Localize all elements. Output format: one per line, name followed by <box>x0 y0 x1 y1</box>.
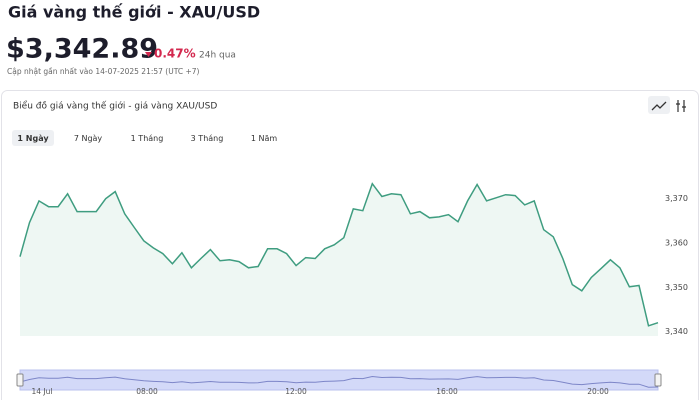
page-title: Giá vàng thế giới - XAU/USD <box>8 3 260 22</box>
candle-icon[interactable] <box>676 100 686 112</box>
tab[interactable]: 1 Tháng <box>131 134 164 143</box>
tab-label: 1 Tháng <box>131 134 164 143</box>
navigator-label: 14 Jul <box>32 387 53 396</box>
tab[interactable]: 3 Tháng <box>191 134 224 143</box>
tab-label: 1 Năm <box>251 134 278 143</box>
navigator-label: 12:00 <box>285 387 307 396</box>
period: 24h qua <box>199 51 236 61</box>
navigator-label: 16:00 <box>436 387 458 396</box>
navigator-handle[interactable] <box>654 373 662 387</box>
line-icon-button[interactable] <box>648 96 670 114</box>
tab-label: 3 Tháng <box>191 134 224 143</box>
updated: Cập nhật gần nhất vào 14-07-2025 21:57 (… <box>7 67 200 76</box>
navigator-handle[interactable] <box>16 373 24 387</box>
y-tick-label: 3,340 <box>665 327 688 336</box>
down-arrow <box>145 52 152 57</box>
panel-title: Biểu đồ giá vàng thế giới - giá vàng XAU… <box>13 101 217 112</box>
tab[interactable]: 7 Ngày <box>74 134 103 143</box>
tab[interactable]: 1 Ngày <box>12 130 54 146</box>
tab-active-bg <box>12 130 54 146</box>
panel <box>1 90 699 404</box>
tab[interactable]: 1 Năm <box>251 134 278 143</box>
y-tick-label: 3,360 <box>665 239 688 248</box>
price: $3,342.89 <box>6 34 158 65</box>
tab-label: 1 Ngày <box>17 134 49 143</box>
line-icon <box>651 101 667 111</box>
price-line <box>19 182 659 327</box>
navigator-label: 08:00 <box>136 387 158 396</box>
area-fill <box>20 183 658 336</box>
change: 0.47% <box>154 47 196 61</box>
tab-label: 7 Ngày <box>74 134 103 143</box>
navigator-label: 20:00 <box>587 387 609 396</box>
y-tick-label: 3,370 <box>665 194 688 203</box>
y-tick-label: 3,350 <box>665 283 688 292</box>
navigator-line <box>19 375 659 388</box>
navigator-bg <box>19 369 659 391</box>
